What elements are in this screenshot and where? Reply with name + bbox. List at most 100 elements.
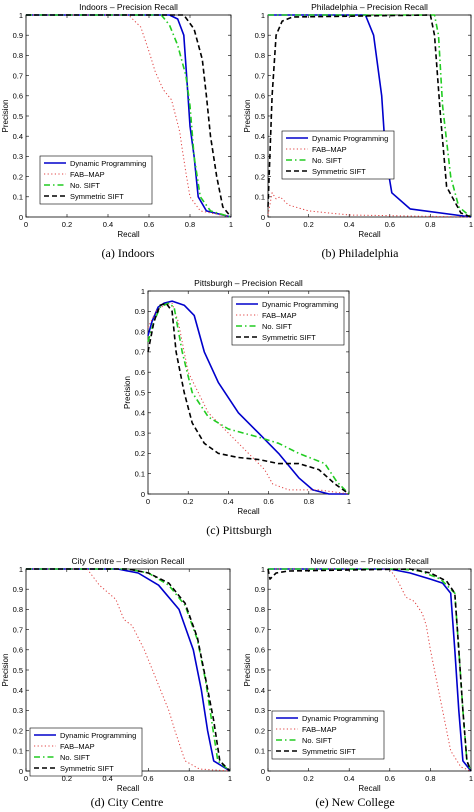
y-tick-label: 0.5 [135,388,145,397]
legend-entry: No. SIFT [302,736,332,745]
series-line-no-sift [26,14,232,218]
series-line-dynamic-programming [268,14,472,218]
y-tick-label: 0.9 [13,585,23,594]
caption-indoors: (a) Indoors [101,246,155,260]
y-tick-label: 0 [261,213,265,222]
legend-box [39,155,153,205]
series-line-symmetric-sift [26,568,231,772]
y-tick-label: 0.6 [135,368,145,377]
x-tick-label: 0.2 [62,220,72,229]
y-tick-label: 0.4 [255,686,265,695]
x-axis-label: Recall [117,784,139,793]
x-tick-label: 0.6 [143,774,153,783]
x-tick-label: 0 [24,774,28,783]
y-tick-label: 0.1 [13,747,23,756]
x-tick-label: 0.8 [185,220,195,229]
x-tick-label: 1 [469,220,473,229]
chart-title: Pittsburgh – Precision Recall [194,278,303,288]
y-tick-label: 0.3 [255,706,265,715]
x-tick-label: 0.2 [303,220,313,229]
y-tick-label: 0.9 [13,31,23,40]
y-axis-label: Precision [243,654,252,687]
legend-entry: Symmetric SIFT [262,333,316,342]
y-tick-label: 0.2 [255,172,265,181]
y-tick-label: 0.1 [13,193,23,202]
x-tick-label: 0.8 [425,220,435,229]
y-tick-label: 0.5 [255,666,265,675]
x-tick-label: 0.2 [183,497,193,506]
legend-entry: FAB–MAP [312,145,347,154]
x-tick-label: 0.4 [102,774,112,783]
x-axis-label: Recall [117,230,139,239]
y-tick-label: 0.9 [255,585,265,594]
legend-entry: Symmetric SIFT [70,192,124,201]
x-tick-label: 0.4 [223,497,233,506]
series-line-fab-map [268,568,472,772]
legend-entry: Symmetric SIFT [60,764,114,773]
series-line-no-sift [147,302,350,495]
y-tick-label: 0 [141,490,145,499]
x-tick-label: 0.8 [184,774,194,783]
x-tick-label: 0 [266,220,270,229]
y-axis-label: Precision [1,654,10,687]
chart-panel-3: City Centre – Precision Recall 0 0.1 0.2 0.3… [1,556,232,793]
y-axis-label: Precision [243,100,252,133]
y-tick-label: 0.4 [255,132,265,141]
legend-box [231,296,345,346]
y-tick-label: 0.8 [255,605,265,614]
x-tick-label: 0.6 [385,220,395,229]
x-tick-label: 0 [24,220,28,229]
legend-entry: FAB–MAP [60,742,95,751]
y-tick-label: 0.6 [255,646,265,655]
x-tick-label: 0 [146,497,150,506]
y-tick-label: 0.3 [255,152,265,161]
y-tick-label: 0.4 [13,132,23,141]
y-tick-label: 0.1 [255,747,265,756]
y-tick-label: 0.7 [13,71,23,80]
legend-entry: Symmetric SIFT [312,167,366,176]
legend-entry: FAB–MAP [302,725,337,734]
chart-title: Indoors – Precision Recall [79,2,178,12]
y-tick-label: 1 [19,565,23,574]
legend-entry: FAB–MAP [70,170,105,179]
y-tick-label: 0 [19,767,23,776]
y-tick-label: 0.8 [255,51,265,60]
legend-box [271,710,385,760]
series-line-no-sift [268,568,472,772]
series-line-symmetric-sift [26,14,232,218]
axes-frame [267,14,472,218]
y-tick-label: 0.7 [255,71,265,80]
legend-entry: FAB–MAP [262,311,297,320]
y-tick-label: 0.9 [255,31,265,40]
x-tick-label: 0.4 [344,774,354,783]
caption-pittsburgh: (c) Pittsburgh [206,523,272,537]
x-tick-label: 1 [347,497,351,506]
x-tick-label: 0.6 [263,497,273,506]
series-line-fab-map [267,192,472,218]
legend-entry: Dynamic Programming [70,159,146,168]
x-tick-label: 1 [469,774,473,783]
y-axis-label: Precision [1,100,10,133]
chart-title: City Centre – Precision Recall [72,556,185,566]
y-tick-label: 0.4 [13,686,23,695]
legend-entry: No. SIFT [262,322,292,331]
y-tick-label: 0 [19,213,23,222]
chart-panel-1: Philadelphia – Precision Recall 0 0.1 0.2 0.… [243,2,473,239]
series-line-symmetric-sift [147,302,350,495]
series-line-dynamic-programming [26,568,231,772]
series-line-fab-map [26,568,231,772]
caption-new-college: (e) New College [315,795,395,809]
y-tick-label: 1 [19,11,23,20]
legend-entry: Dynamic Programming [312,134,388,143]
y-tick-label: 1 [261,565,265,574]
y-tick-label: 0.3 [13,152,23,161]
x-axis-label: Recall [358,784,380,793]
x-tick-label: 0.4 [103,220,113,229]
chart-panel-2: Pittsburgh – Precision Recall 0 0.1 0.2 0.3 0… [123,278,351,516]
legend-entry: Dynamic Programming [60,731,136,740]
x-axis-label: Recall [358,230,380,239]
y-tick-label: 0.8 [13,51,23,60]
series-line-dynamic-programming [268,568,472,772]
y-tick-label: 0.3 [13,706,23,715]
series-line-symmetric-sift [267,568,472,772]
